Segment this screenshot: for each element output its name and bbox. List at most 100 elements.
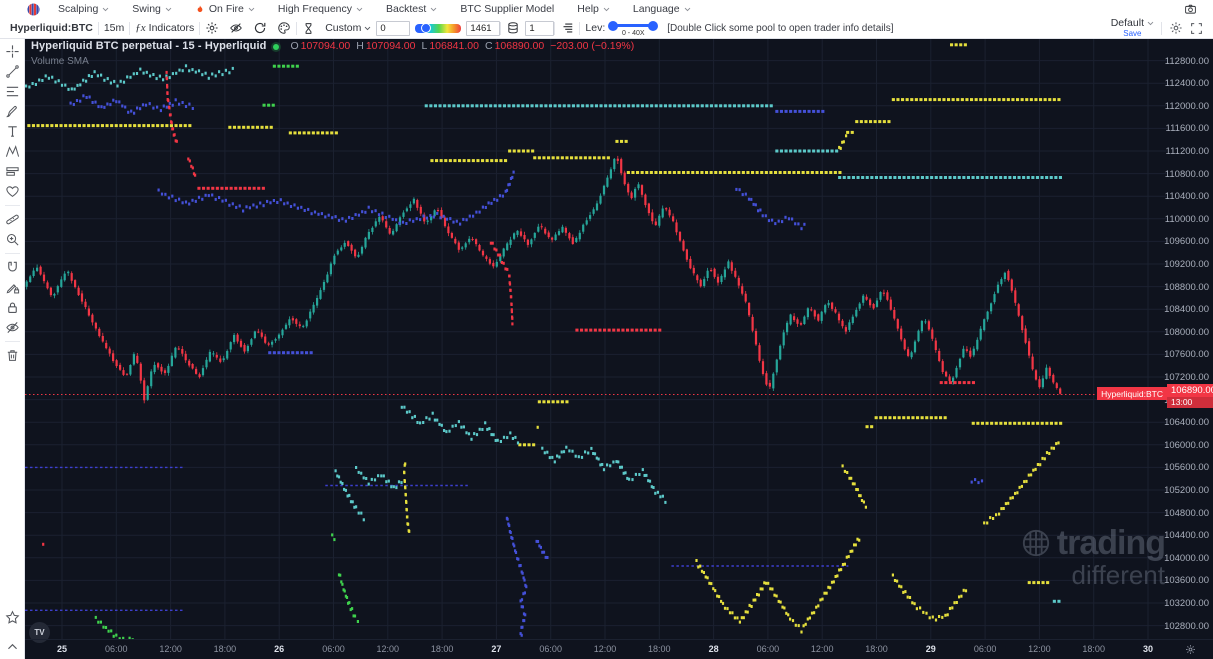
count-input[interactable]: 1461	[466, 20, 501, 36]
legend-volume-sma[interactable]: Volume SMA	[31, 56, 89, 67]
refresh-button[interactable]	[248, 21, 272, 35]
sort-button[interactable]	[555, 21, 579, 35]
fx-icon: ƒx	[135, 22, 146, 34]
symbol-label: Hyperliquid:BTC	[10, 22, 93, 34]
symbol-button[interactable]: Hyperliquid:BTC	[5, 22, 98, 34]
chart-properties-button[interactable]	[1169, 21, 1183, 35]
emoji-tool-button[interactable]	[4, 183, 21, 200]
zoom-in-icon	[6, 234, 18, 246]
gear-icon	[1170, 22, 1182, 34]
xabcd-pattern-tool-button[interactable]	[4, 143, 21, 160]
market-status-dot[interactable]	[273, 43, 280, 50]
menu-item-help[interactable]: Help	[577, 3, 610, 15]
screenshot-camera-button[interactable]	[1184, 3, 1197, 15]
layout-select[interactable]: Default Save	[1111, 18, 1154, 38]
indicators-button[interactable]: ƒx Indicators	[130, 22, 199, 34]
heat-gradient-slider[interactable]	[415, 22, 462, 33]
chevron-down-icon	[356, 7, 363, 11]
lock-all-tool-button[interactable]	[4, 299, 21, 316]
price-tick-label: 106400.00	[1164, 417, 1209, 429]
fib-retracement-tool-button[interactable]	[4, 83, 21, 100]
time-tick-label: 12:00	[159, 644, 182, 654]
time-tick-label: 18:00	[430, 644, 454, 654]
time-tick-label: 06:00	[973, 644, 997, 654]
star-icon	[5, 610, 20, 624]
settings-button[interactable]	[200, 21, 224, 35]
price-tick-label: 104000.00	[1164, 552, 1209, 564]
theme-palette-button[interactable]	[272, 21, 296, 35]
time-tick-label: 30	[1142, 644, 1153, 654]
chevron-down-icon	[603, 7, 610, 11]
axis-settings-corner[interactable]	[1167, 639, 1213, 659]
change-value: −203.00 (−0.19%)	[550, 40, 635, 53]
projection-tool-button[interactable]	[4, 163, 21, 180]
chevron-down-icon	[365, 26, 371, 30]
time-tick-label: 25	[56, 644, 67, 654]
divider	[554, 21, 556, 35]
price-tick-label: 112800.00	[1164, 55, 1209, 67]
menu-item-high-frequency[interactable]: High Frequency	[278, 3, 363, 15]
divider	[296, 21, 298, 35]
price-axis[interactable]: 106890.00 13:00 112800.00 112400.00 112000…	[1164, 38, 1213, 640]
trendline-tool-button[interactable]	[4, 63, 21, 80]
text-tool-button[interactable]	[4, 123, 21, 140]
menu-item-on-fire[interactable]: On Fire	[195, 3, 255, 15]
magnet-tool-button[interactable]	[4, 259, 21, 276]
menu-label: High Frequency	[277, 3, 353, 15]
gear-icon	[206, 22, 218, 34]
menu-item-language[interactable]: Language	[633, 3, 691, 15]
save-layout-button[interactable]: Save	[1123, 28, 1142, 38]
remove-drawings-tool-button[interactable]	[4, 347, 21, 364]
menu-items: Scalping Swing On Fire High Frequency Ba…	[58, 3, 691, 15]
candlestick-plot[interactable]	[25, 38, 1167, 640]
slider-handle-min[interactable]	[608, 20, 619, 31]
price-tick-label: 108800.00	[1164, 281, 1209, 293]
price-tick-label: 104800.00	[1164, 507, 1209, 519]
hide-signals-button[interactable]	[224, 21, 248, 35]
ruler-icon	[5, 214, 19, 225]
hide-drawings-tool-button[interactable]	[4, 319, 21, 336]
menu-item-backtest[interactable]: Backtest	[386, 3, 437, 15]
menu-item-swing[interactable]: Swing	[132, 3, 172, 15]
legend-symbol-title[interactable]: Hyperliquid BTC perpetual - 15 - Hyperli…	[31, 40, 267, 52]
time-tick-label: 26	[274, 644, 285, 654]
menu-label: BTC Supplier Model	[460, 3, 555, 15]
range-mode-select[interactable]: Custom	[320, 22, 376, 34]
leverage-range-slider[interactable]: 0 - 40X	[608, 20, 659, 37]
close-label: C	[484, 40, 493, 53]
time-tick-label: 12:00	[810, 644, 834, 654]
multiplier-input[interactable]: 1	[525, 20, 555, 36]
pool-depth-button[interactable]	[501, 21, 525, 35]
offset-input[interactable]: 0	[376, 20, 411, 36]
heart-icon	[5, 186, 19, 198]
collapse-rail-button[interactable]	[4, 638, 21, 655]
favorites-button[interactable]	[4, 609, 21, 626]
time-axis[interactable]: 25 06:00 12:00 18:00 26 06:00 12:00 18:00 27 06:0…	[25, 639, 1167, 659]
zoom-in-tool-button[interactable]	[4, 231, 21, 248]
measure-tool-button[interactable]	[4, 211, 21, 228]
menu-item-scalping[interactable]: Scalping	[58, 3, 109, 15]
history-hourglass-button[interactable]	[297, 22, 320, 35]
interval-button[interactable]: 15m	[99, 22, 129, 34]
time-tick-label: 28	[708, 644, 719, 654]
time-tick-label: 29	[925, 644, 936, 654]
bar-countdown: 13:00	[1167, 397, 1213, 409]
leverage-range-label: 0 - 40X	[621, 30, 645, 37]
brush-tool-button[interactable]	[4, 103, 21, 120]
price-tick-label: 110400.00	[1164, 191, 1209, 203]
low-label: L	[421, 40, 428, 53]
slider-handle-max[interactable]	[648, 20, 659, 31]
app-logo[interactable]	[27, 2, 40, 16]
price-tick-label: 104400.00	[1164, 530, 1209, 542]
gradient-slider-handle[interactable]	[421, 22, 432, 33]
drawing-lock-tool-button[interactable]	[4, 279, 21, 296]
fullscreen-button[interactable]	[1190, 22, 1203, 35]
text-icon	[7, 126, 17, 137]
time-tick-label: 18:00	[865, 644, 888, 654]
tradingview-logo[interactable]: TV	[29, 622, 50, 643]
price-tick-label: 110800.00	[1164, 168, 1209, 180]
eye-slash-icon	[5, 321, 19, 334]
close-value: 106890.00	[494, 40, 545, 53]
menu-item-btc-supplier-model[interactable]: BTC Supplier Model	[460, 3, 554, 15]
crosshair-tool-button[interactable]	[4, 43, 21, 60]
